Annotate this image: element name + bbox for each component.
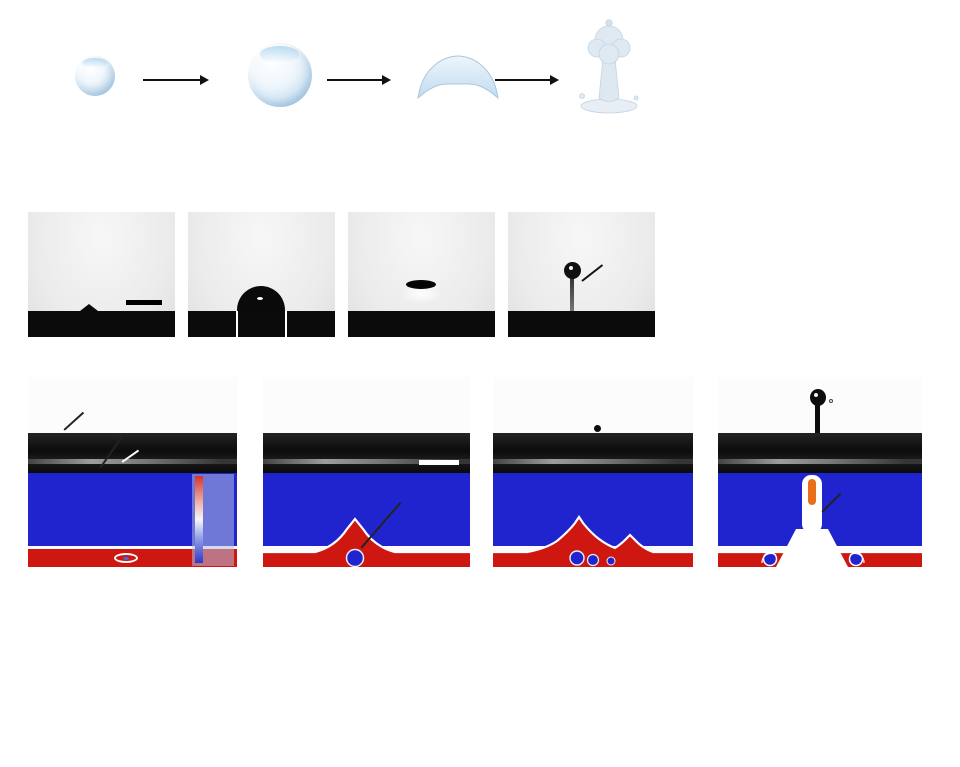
jet-stem [570,278,574,311]
simulation-bubble-overlay [493,515,693,567]
vortex-bubble [762,551,778,567]
b-frame-3 [348,212,495,337]
bubble-shape [569,550,585,566]
vortex-curl [849,552,865,564]
bubble-collapse-icon [417,55,499,100]
b-frame-2 [188,212,335,337]
vortex-curl [761,552,777,564]
scale-bar [126,300,162,305]
liquid-reflection [718,459,922,464]
colorbar-gradient [195,476,203,563]
vortex-bubble [848,551,864,567]
e-frame-1 [28,377,237,567]
chart-energy [670,190,960,378]
jet-droplet [564,262,581,279]
bubble-dome [237,286,285,311]
chart-height-vs-intensity [690,575,960,767]
bubble-sphere [248,43,312,107]
collapsed-cap-shape [417,55,499,100]
arrow-accumulation [143,74,209,86]
bubble-shape [345,548,365,567]
jet-column-photo [815,404,820,433]
substrate-band [508,311,655,337]
satellite-droplet [829,399,833,403]
substrate-band [188,311,335,337]
e-frame-4 [718,377,922,567]
nucleation-bump [80,304,98,311]
bubble-shape [606,556,616,566]
liquid-reflection [263,459,470,464]
leader-line [63,411,84,431]
chart-max-height-liquids [0,575,700,767]
panel-a-schematic [0,0,670,195]
e-frame-3 [493,377,693,567]
chart-bubble-radius-pressure [670,0,960,195]
e-frame-2 [263,377,470,567]
liquid-layer-photo [718,433,922,473]
leader-line [581,264,604,282]
bubble-nucleation-icon [75,56,115,96]
laser-spot [114,553,138,563]
interface-line [493,515,693,554]
bubble-shape [586,553,600,567]
collapse-halo [400,284,442,304]
bubble-sphere [75,56,115,96]
forming-droplet [594,425,601,432]
bubble-growth-icon [246,41,314,109]
ejected-droplet [810,389,826,406]
b-frame-4 [508,212,655,337]
arrow-burst [495,74,559,86]
jet-flow-icon [579,19,639,114]
liquid-layer-photo [263,433,470,473]
arrow-decrease [327,74,391,86]
collapsing-bubble [406,280,436,289]
simulation-jet-overlay [718,475,922,567]
substrate-band [348,311,495,337]
simulation-bubble-overlay [263,517,470,567]
liquid-layer-photo [493,433,693,473]
b-frame-1 [28,212,175,337]
liquid-reflection [28,459,237,464]
measure-line [236,311,238,337]
jet-base-flare [776,529,848,567]
jet-hot-core [808,479,816,505]
jet-silhouette [579,19,639,114]
colorbar [192,474,234,566]
scale-bar [419,460,459,465]
substrate-band [28,311,175,337]
liquid-reflection [493,459,693,464]
interface-line [263,517,470,554]
bottom-layer-peak [493,517,693,567]
bottom-layer-peak [263,519,470,567]
measure-line [285,311,287,337]
